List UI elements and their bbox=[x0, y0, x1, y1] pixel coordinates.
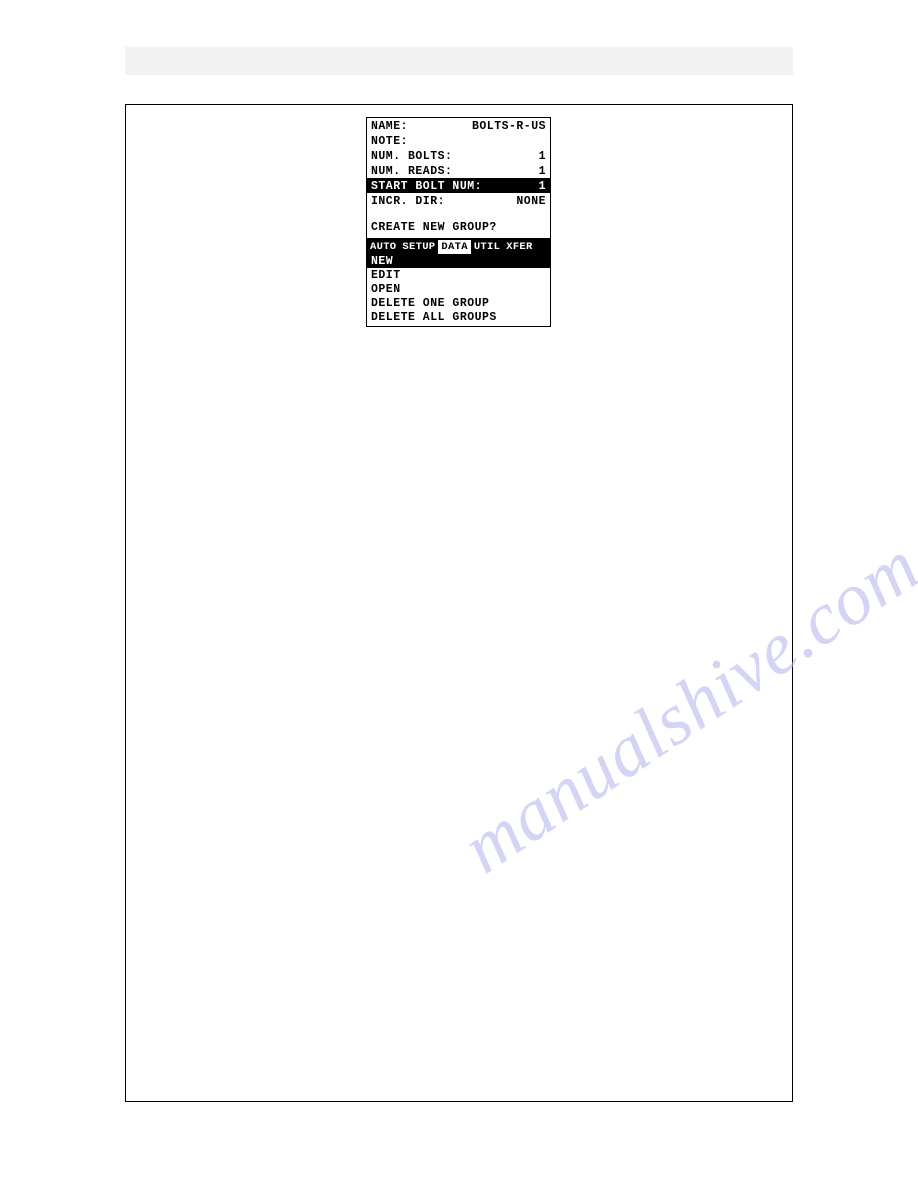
field-incr-dir: INCR. DIR: NONE bbox=[367, 193, 550, 208]
menu-list: NEW EDIT OPEN DELETE ONE GROUP DELETE AL… bbox=[367, 254, 550, 326]
tab-xfer[interactable]: XFER bbox=[503, 240, 535, 254]
menu-item-edit[interactable]: EDIT bbox=[367, 268, 550, 282]
field-value: 1 bbox=[539, 164, 546, 177]
tab-bar: AUTO SETUP DATA UTIL XFER bbox=[367, 239, 550, 254]
field-label: NUM. READS: bbox=[371, 164, 452, 177]
menu-item-new[interactable]: NEW bbox=[367, 254, 550, 268]
device-screen: NAME: BOLTS-R-US NOTE: NUM. BOLTS: 1 NUM… bbox=[366, 117, 551, 327]
upper-panel: NAME: BOLTS-R-US NOTE: NUM. BOLTS: 1 NUM… bbox=[367, 118, 550, 239]
field-label: NUM. BOLTS: bbox=[371, 149, 452, 162]
field-label: NOTE: bbox=[371, 134, 408, 147]
field-num-bolts: NUM. BOLTS: 1 bbox=[367, 148, 550, 163]
field-start-bolt-num[interactable]: START BOLT NUM: 1 bbox=[367, 178, 550, 193]
prompt-text: CREATE NEW GROUP? bbox=[367, 220, 550, 238]
page-frame: NAME: BOLTS-R-US NOTE: NUM. BOLTS: 1 NUM… bbox=[125, 104, 793, 1102]
field-label: START BOLT NUM: bbox=[371, 179, 482, 192]
field-note: NOTE: bbox=[367, 133, 550, 148]
field-value: NONE bbox=[516, 194, 546, 207]
menu-item-open[interactable]: OPEN bbox=[367, 282, 550, 296]
menu-item-delete-all[interactable]: DELETE ALL GROUPS bbox=[367, 310, 550, 324]
watermark-text: manualshive.com bbox=[448, 524, 918, 891]
field-value: BOLTS-R-US bbox=[472, 119, 546, 132]
field-value: 1 bbox=[539, 179, 546, 192]
tab-auto[interactable]: AUTO bbox=[367, 240, 399, 254]
field-value: 1 bbox=[539, 149, 546, 162]
tab-setup[interactable]: SETUP bbox=[399, 240, 438, 254]
field-label: NAME: bbox=[371, 119, 408, 132]
tab-data[interactable]: DATA bbox=[438, 240, 470, 254]
field-name: NAME: BOLTS-R-US bbox=[367, 118, 550, 133]
top-bar bbox=[125, 47, 793, 75]
field-label: INCR. DIR: bbox=[371, 194, 445, 207]
tab-util[interactable]: UTIL bbox=[471, 240, 503, 254]
menu-item-delete-one[interactable]: DELETE ONE GROUP bbox=[367, 296, 550, 310]
field-num-reads: NUM. READS: 1 bbox=[367, 163, 550, 178]
